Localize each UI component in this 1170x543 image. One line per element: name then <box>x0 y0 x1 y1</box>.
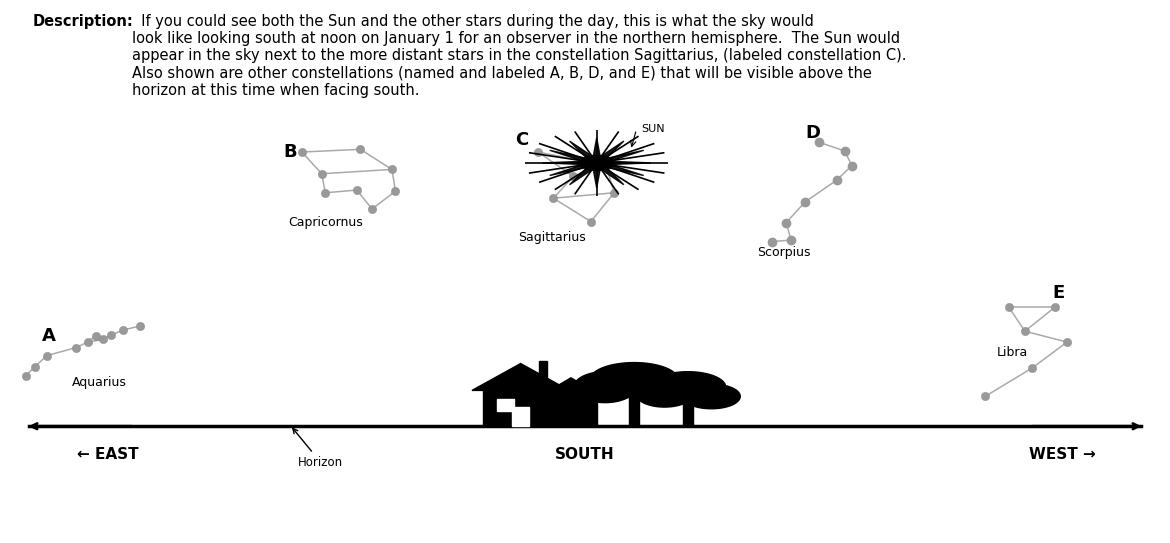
Polygon shape <box>590 363 679 397</box>
Text: C: C <box>515 131 529 149</box>
Polygon shape <box>545 397 597 426</box>
Polygon shape <box>580 155 613 171</box>
Polygon shape <box>651 372 725 402</box>
Polygon shape <box>628 375 691 404</box>
Polygon shape <box>497 399 514 412</box>
Text: Scorpius: Scorpius <box>757 246 811 259</box>
Text: Description:: Description: <box>33 14 133 29</box>
Text: E: E <box>1053 284 1065 302</box>
Polygon shape <box>537 378 605 397</box>
Polygon shape <box>539 361 546 378</box>
Polygon shape <box>472 364 570 390</box>
Polygon shape <box>573 372 636 402</box>
Polygon shape <box>483 390 558 426</box>
Polygon shape <box>629 389 639 426</box>
Text: SUN: SUN <box>641 124 665 134</box>
Polygon shape <box>683 396 693 426</box>
Text: D: D <box>806 124 820 142</box>
Text: Libra: Libra <box>997 346 1027 359</box>
Polygon shape <box>543 138 651 188</box>
Text: B: B <box>283 143 297 161</box>
Text: Aquarius: Aquarius <box>73 376 126 389</box>
Text: WEST →: WEST → <box>1028 447 1096 462</box>
Polygon shape <box>512 407 529 426</box>
Text: ← EAST: ← EAST <box>77 447 138 462</box>
Text: If you could see both the Sun and the other stars during the day, this is what t: If you could see both the Sun and the ot… <box>132 14 907 98</box>
Polygon shape <box>635 380 694 407</box>
Text: Horizon: Horizon <box>292 428 344 469</box>
Text: SOUTH: SOUTH <box>556 447 614 462</box>
Polygon shape <box>682 384 741 409</box>
Text: Capricornus: Capricornus <box>288 216 363 229</box>
Text: A: A <box>42 326 56 345</box>
Text: Sagittarius: Sagittarius <box>518 231 586 244</box>
